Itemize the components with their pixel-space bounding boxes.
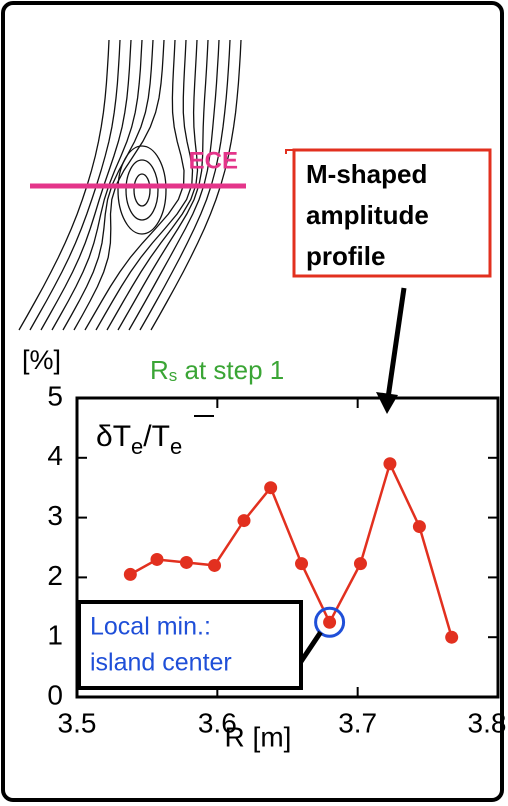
x-tick-label: 3.8 — [468, 707, 507, 738]
data-point — [445, 631, 458, 644]
data-point — [150, 553, 163, 566]
data-point — [264, 481, 277, 494]
data-point — [323, 616, 336, 629]
m-note-line: profile — [306, 241, 385, 271]
y-label-part: δT — [96, 420, 131, 453]
figure: ECE M-shaped amplitude profile [%] Rs at… — [0, 0, 508, 806]
y-tick-label: 0 — [47, 679, 63, 710]
data-point — [237, 514, 250, 527]
data-point — [354, 557, 367, 570]
y-label-part: e — [170, 434, 182, 459]
arrow — [388, 288, 404, 398]
data-point — [124, 568, 137, 581]
m-note-line: M-shaped — [306, 159, 427, 189]
island-contour — [118, 146, 166, 234]
rs-label: Rs at step 1 — [150, 355, 284, 386]
data-point — [180, 556, 193, 569]
rs-main: R — [150, 355, 169, 385]
y-tick-label: 3 — [47, 500, 63, 531]
y-label-part: e — [131, 434, 143, 459]
y-tick-label: 5 — [47, 380, 63, 411]
m-note-line: amplitude — [306, 200, 429, 230]
x-tick-label: 3.5 — [58, 707, 97, 738]
x-axis-label: R [m] — [225, 721, 292, 752]
island-contour — [134, 174, 150, 206]
min-note-line: island center — [90, 649, 232, 677]
data-point — [383, 457, 396, 470]
island-contour — [126, 160, 158, 220]
y-tick-label: 2 — [47, 560, 63, 591]
y-axis-label: δTe/Te — [96, 420, 182, 459]
ece-label: ECE — [189, 147, 238, 174]
y-tick-label: 1 — [47, 620, 63, 651]
data-point — [413, 520, 426, 533]
arrow-head — [376, 392, 398, 414]
y-label-part: T — [152, 420, 170, 453]
data-point — [295, 557, 308, 570]
x-tick-label: 3.7 — [338, 707, 377, 738]
y-tick-label: 4 — [47, 440, 63, 471]
min-note-line: Local min.: — [90, 613, 211, 641]
rs-rest: at step 1 — [177, 355, 284, 385]
y-unit: [%] — [22, 345, 61, 375]
rs-sub: s — [169, 366, 178, 385]
data-point — [208, 559, 221, 572]
